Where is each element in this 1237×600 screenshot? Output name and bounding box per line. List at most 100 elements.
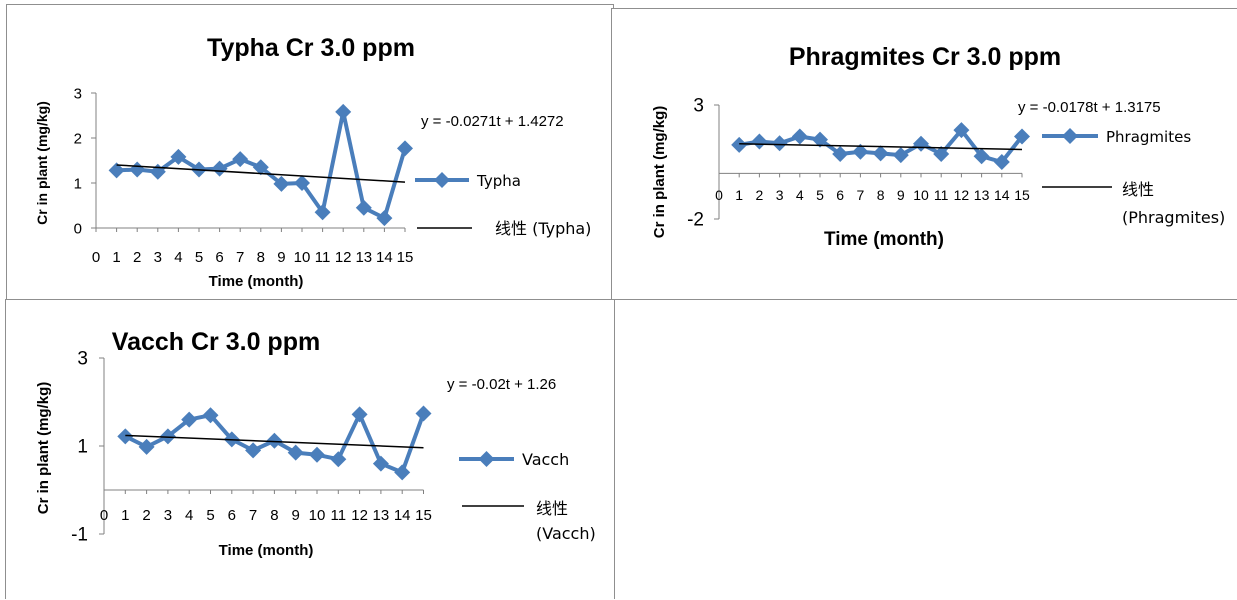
y-tick-label: 0 <box>74 220 82 237</box>
data-point <box>832 146 849 163</box>
x-tick-label: 15 <box>415 507 432 524</box>
y-axis-label: Cr in plant (mg/kg) <box>35 382 52 515</box>
data-point <box>731 136 748 153</box>
data-point <box>335 103 352 120</box>
data-point <box>852 143 869 160</box>
trendline <box>125 434 424 449</box>
y-tick-label: 3 <box>74 85 82 102</box>
chart-panel-vacch: Vacch Cr 3.0 ppm Cr in plant (mg/kg) Time … <box>5 299 615 599</box>
y-axis-label: Cr in plant (mg/kg) <box>651 106 668 239</box>
x-tick-label: 4 <box>185 507 193 524</box>
data-point <box>309 446 325 463</box>
chart-vacch: Vacch Cr 3.0 ppm Cr in plant (mg/kg) Time … <box>35 328 596 559</box>
legend-trendline-label: 线性 (Typha) <box>495 219 591 238</box>
chart-title: Phragmites Cr 3.0 ppm <box>789 43 1061 71</box>
x-tick-label: 1 <box>112 249 120 266</box>
x-tick-label: 5 <box>195 249 203 266</box>
chart-typha: Typha Cr 3.0 ppm Cr in plant (mg/kg) Time … <box>34 34 591 290</box>
data-point <box>953 122 970 139</box>
x-tick-label: 0 <box>100 507 108 524</box>
data-point <box>372 455 389 472</box>
data-point <box>159 428 176 445</box>
legend-series-marker <box>478 451 495 467</box>
x-axis-label: Time (month) <box>219 542 314 559</box>
data-point <box>181 411 198 428</box>
x-tick-label: 14 <box>994 187 1010 203</box>
y-tick-label: 2 <box>74 130 82 147</box>
x-tick-label: 12 <box>335 249 352 266</box>
x-axis-label: Time (month) <box>209 273 304 290</box>
data-point <box>892 147 909 164</box>
data-point <box>751 133 768 150</box>
chart-title: Typha Cr 3.0 ppm <box>207 34 415 62</box>
data-point <box>287 444 304 461</box>
legend-series-marker <box>434 172 450 188</box>
x-tick-label: 9 <box>897 187 905 203</box>
x-tick-label: 6 <box>836 187 844 203</box>
y-tick-label: 3 <box>77 349 88 370</box>
x-tick-label: 15 <box>397 249 414 266</box>
legend-series-marker <box>1062 128 1078 144</box>
data-point <box>872 145 889 162</box>
x-tick-label: 7 <box>857 187 865 203</box>
data-point <box>330 451 347 468</box>
x-tick-label: 9 <box>277 249 285 266</box>
legend-trendline-label: 线性 <box>536 499 568 518</box>
x-tick-label: 11 <box>315 249 331 266</box>
trend-equation: y = -0.02t + 1.26 <box>447 376 556 393</box>
data-point <box>351 406 368 423</box>
x-tick-label: 6 <box>228 507 236 524</box>
trendline <box>739 143 1023 151</box>
data-point <box>245 442 262 459</box>
x-tick-label: 13 <box>974 187 990 203</box>
x-tick-label: 8 <box>257 249 265 266</box>
x-tick-label: 2 <box>133 249 141 266</box>
trend-equation: y = -0.0178t + 1.3175 <box>1018 99 1161 116</box>
x-tick-label: 10 <box>294 249 311 266</box>
data-point <box>266 432 283 449</box>
legend-series-label: Typha <box>476 172 521 190</box>
x-tick-label: 14 <box>394 507 411 524</box>
data-point <box>812 131 828 148</box>
x-tick-label: 1 <box>121 507 129 524</box>
y-tick-label: 1 <box>74 175 82 192</box>
x-tick-label: 13 <box>373 507 390 524</box>
data-point <box>211 160 228 177</box>
data-point <box>913 135 929 152</box>
data-point <box>129 161 146 178</box>
data-point <box>993 154 1010 170</box>
x-tick-label: 11 <box>934 187 949 203</box>
chart-panel-phragmites: Phragmites Cr 3.0 ppm Cr in plant (mg/kg)… <box>611 8 1237 300</box>
x-tick-label: 5 <box>816 187 824 203</box>
data-point <box>771 135 788 152</box>
data-point <box>314 204 331 221</box>
x-tick-label: 8 <box>270 507 278 524</box>
x-axis-label: Time (month) <box>824 229 944 250</box>
y-tick-label: -1 <box>71 525 88 546</box>
legend-trendline-label-cont: (Vacch) <box>536 524 596 543</box>
x-tick-label: 10 <box>913 187 929 203</box>
data-point <box>376 210 393 227</box>
y-axis-label: Cr in plant (mg/kg) <box>34 101 50 225</box>
x-tick-label: 1 <box>735 187 743 203</box>
data-point <box>933 146 950 163</box>
data-point <box>170 148 187 165</box>
x-tick-label: 12 <box>351 507 368 524</box>
legend-trendline-label: 线性 <box>1122 180 1154 199</box>
x-tick-label: 2 <box>756 187 764 203</box>
x-tick-label: 3 <box>776 187 784 203</box>
trendline <box>116 164 406 183</box>
x-tick-label: 14 <box>376 249 393 266</box>
legend-trendline-label-cont: (Phragmites) <box>1122 208 1225 227</box>
x-tick-label: 7 <box>249 507 257 524</box>
chart-panel-typha: Typha Cr 3.0 ppm Cr in plant (mg/kg) Time … <box>6 4 614 300</box>
data-point <box>355 199 372 216</box>
x-tick-label: 4 <box>796 187 804 203</box>
data-point <box>232 151 249 168</box>
x-tick-label: 6 <box>215 249 223 266</box>
x-tick-label: 10 <box>309 507 326 524</box>
x-tick-label: 0 <box>92 249 100 266</box>
data-point <box>397 140 413 157</box>
x-tick-label: 4 <box>174 249 182 266</box>
data-point <box>294 175 310 191</box>
